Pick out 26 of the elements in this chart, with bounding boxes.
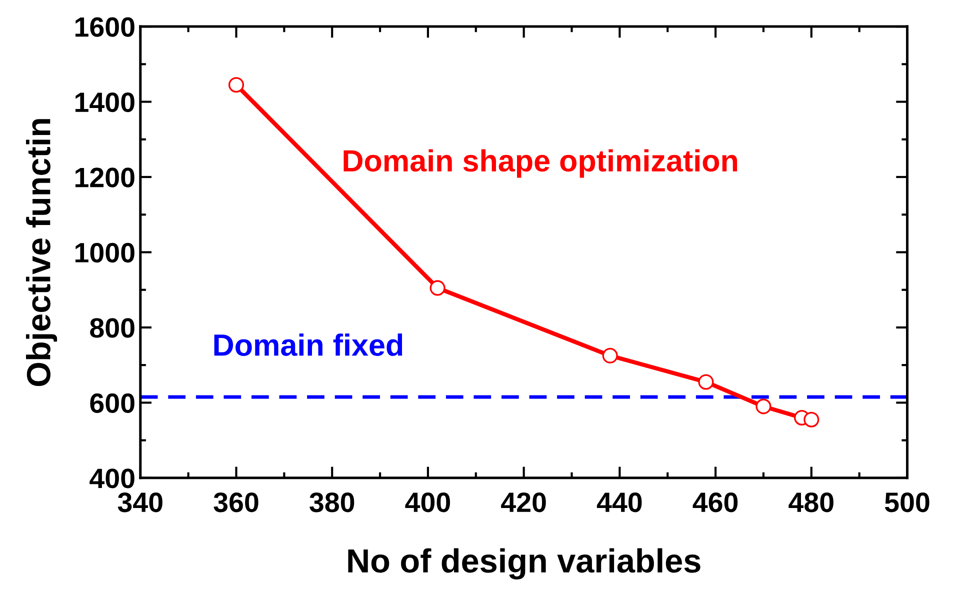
- x-tick-label: 360: [214, 492, 258, 512]
- x-tick-label: 400: [405, 492, 450, 512]
- series-label: Domain shape optimization: [344, 149, 738, 178]
- point: [698, 374, 714, 390]
- x-tick-label: 460: [692, 492, 738, 512]
- x-tick-label: 480: [788, 492, 834, 512]
- y-tick-label: 1200: [75, 168, 134, 188]
- y-tick-label: 600: [90, 393, 134, 414]
- y-tick-label: 1400: [75, 92, 134, 112]
- x-axis-title: No of design variables: [348, 548, 700, 580]
- ref-line-label: Domain fixed: [214, 334, 402, 356]
- point: [602, 348, 618, 364]
- y-tick-label: 400: [90, 468, 134, 488]
- point: [430, 280, 446, 296]
- y-tick-label: 1000: [75, 242, 134, 263]
- x-tick-label: 420: [501, 492, 546, 512]
- x-tick-label: 340: [118, 492, 162, 512]
- point: [228, 77, 244, 93]
- x-tick-label: 380: [310, 492, 354, 512]
- x-tick-label: 440: [596, 492, 642, 512]
- y-tick-label: 1600: [75, 17, 134, 37]
- y-axis-title: Objective functin: [26, 119, 58, 386]
- point: [756, 398, 772, 414]
- y-tick-label: 800: [90, 318, 134, 338]
- point: [804, 412, 820, 428]
- x-tick-label: 500: [884, 492, 930, 512]
